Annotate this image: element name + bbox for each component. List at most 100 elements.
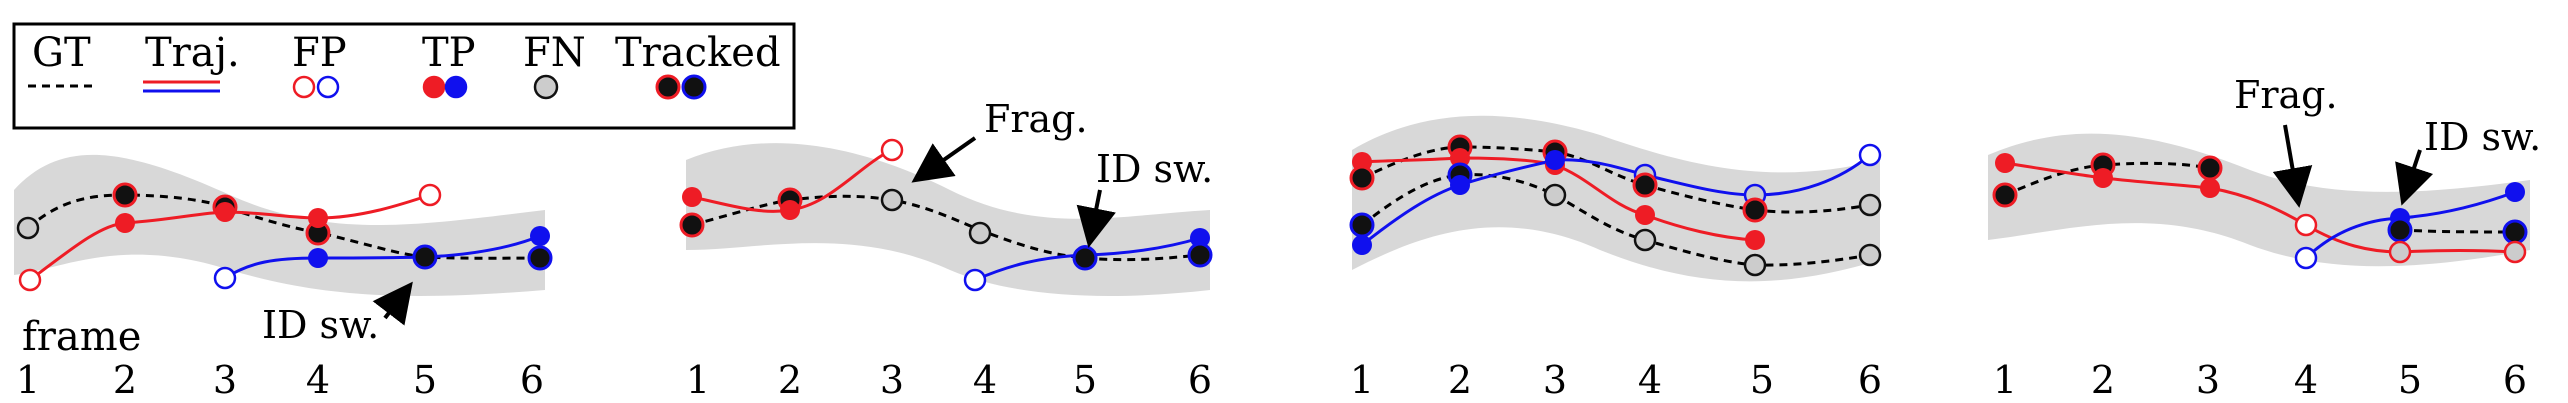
id-switch-arrow: [372, 281, 413, 326]
frame-number: 4: [1638, 358, 1662, 402]
frame-number: 2: [2091, 358, 2115, 402]
frag-arrow: [911, 136, 977, 183]
legend-gt-label: GT: [32, 30, 91, 76]
frame-number: 2: [778, 358, 802, 402]
frame-numbers: 1 2 3 4 5 6 1 2 3 4 5 6 1 2 3 4 5 6 1 2 …: [16, 358, 2527, 402]
tracked-marker: [1632, 172, 1658, 198]
id-switch-arrow: [2395, 149, 2434, 206]
blue-trajectory: [1361, 153, 1871, 247]
id-switch-label: ID sw.: [262, 303, 379, 347]
frame-axis-label: frame: [22, 314, 141, 360]
tracked-marker: [1187, 242, 1213, 268]
tp-marker: [530, 226, 550, 246]
tp-marker: [1190, 228, 1210, 248]
frame-number: 6: [1188, 358, 1212, 402]
legend-tp-red-marker: [422, 75, 446, 99]
tracked-marker: [412, 244, 438, 270]
legend: GT Traj. FP TP FN Tracked: [12, 22, 796, 130]
tracked-marker: [1349, 212, 1375, 238]
frame-number: 3: [880, 358, 904, 402]
tracked-marker: [1349, 165, 1375, 191]
legend-fp-blue-marker: [316, 75, 340, 99]
legend-fn-label: FN: [523, 30, 586, 76]
legend-fp-red-marker: [292, 75, 316, 99]
legend-tp-blue-marker: [444, 75, 468, 99]
fn-marker: [1858, 193, 1882, 217]
panel-2: Frag. ID sw.: [679, 97, 1213, 296]
frame-number: 1: [16, 358, 40, 402]
tp-marker: [115, 213, 135, 233]
tracked-marker: [1992, 182, 2018, 208]
tp-marker: [2505, 182, 2525, 202]
tp-marker: [780, 200, 800, 220]
fp-marker: [18, 268, 42, 292]
frag-label: Frag.: [2234, 73, 2338, 117]
tracked-marker: [2387, 217, 2413, 243]
panel-4: Frag. ID sw.: [1988, 73, 2541, 270]
tp-marker: [1995, 153, 2015, 173]
fp-marker: [213, 266, 237, 290]
frame-number: 4: [306, 358, 330, 402]
tracked-marker: [2197, 155, 2223, 181]
fp-marker: [418, 183, 442, 207]
fp-marker: [2294, 213, 2318, 237]
fn-marker: [16, 216, 40, 240]
id-switch-label: ID sw.: [1096, 147, 1213, 191]
legend-tp-label: TP: [422, 30, 476, 76]
fn-marker: [1858, 243, 1882, 267]
tp-marker: [308, 248, 328, 268]
tp-marker: [1745, 230, 1765, 250]
tracked-marker: [527, 245, 553, 271]
tp-marker: [1545, 150, 1565, 170]
frame-number: 5: [1750, 358, 1774, 402]
fn-marker: [1543, 183, 1567, 207]
frame-number: 4: [973, 358, 997, 402]
tp-marker: [682, 187, 702, 207]
frame-number: 5: [413, 358, 437, 402]
tracked-marker: [2502, 219, 2528, 245]
tp-marker: [1352, 235, 1372, 255]
legend-traj-label: Traj.: [145, 30, 240, 76]
frame-number: 3: [2196, 358, 2220, 402]
id-switch-arrow: [1076, 189, 1116, 248]
frame-number: 3: [213, 358, 237, 402]
legend-tracked-label: Tracked: [615, 30, 781, 76]
tp-marker: [215, 202, 235, 222]
fp-marker: [880, 138, 904, 162]
fn-marker: [1743, 253, 1767, 277]
panel-1: ID sw. frame: [14, 154, 553, 360]
frag-arrow: [2272, 124, 2313, 208]
fn-marker: [880, 188, 904, 212]
fn-marker: [968, 221, 992, 245]
legend-tracked-red-marker: [655, 74, 681, 100]
blue-trajectory: [224, 234, 541, 280]
gt-trajectory: [27, 193, 541, 260]
tp-marker: [2200, 178, 2220, 198]
fp-marker: [2388, 240, 2412, 264]
fp-marker: [963, 268, 987, 292]
frame-number: 2: [1448, 358, 1472, 402]
tp-marker: [308, 208, 328, 228]
frame-number: 4: [2294, 358, 2318, 402]
tracked-marker: [1072, 245, 1098, 271]
legend-fp-label: FP: [292, 30, 347, 76]
frame-number: 5: [1073, 358, 1097, 402]
frame-number: 1: [1350, 358, 1374, 402]
frame-number: 6: [2503, 358, 2527, 402]
fp-marker: [1858, 143, 1882, 167]
legend-fn-marker: [533, 74, 559, 100]
frag-label: Frag.: [984, 97, 1088, 141]
frame-number: 2: [113, 358, 137, 402]
tracked-marker: [112, 182, 138, 208]
gt-uncertainty-band: [14, 154, 545, 296]
frame-number: 3: [1543, 358, 1567, 402]
frame-number: 5: [2398, 358, 2422, 402]
tp-marker: [2093, 168, 2113, 188]
fp-marker: [2503, 240, 2527, 264]
tp-marker: [1450, 148, 1470, 168]
id-switch-label: ID sw.: [2424, 115, 2541, 159]
frame-number: 1: [686, 358, 710, 402]
tp-marker: [1635, 205, 1655, 225]
fn-marker: [1633, 228, 1657, 252]
